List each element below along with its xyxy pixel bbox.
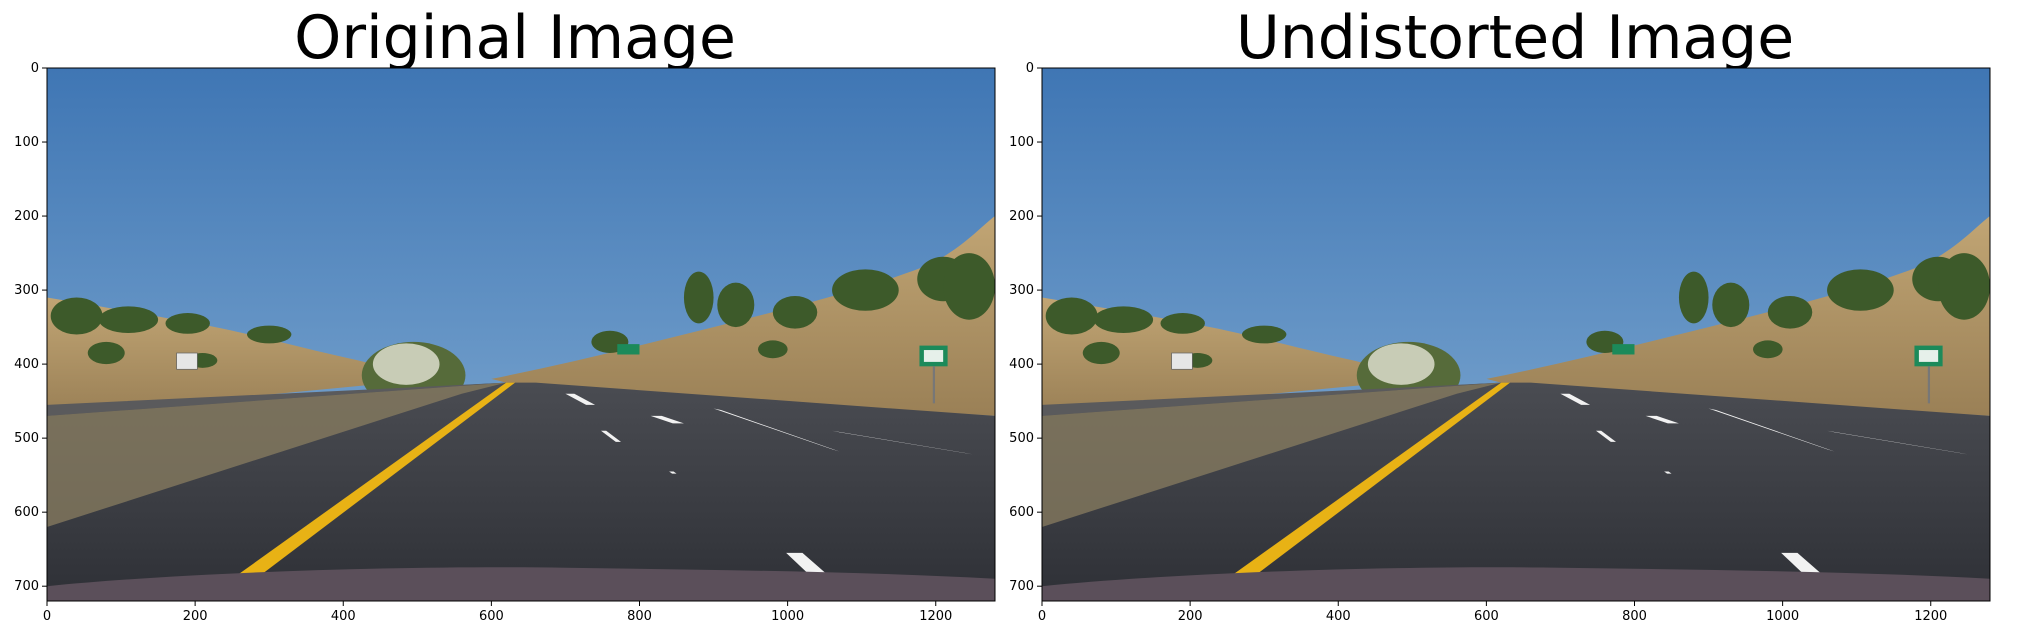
y-tick-label: 500 [14, 431, 39, 446]
y-tick-label: 0 [31, 61, 39, 76]
x-tick-label: 1000 [771, 609, 804, 624]
axes-frame [1041, 67, 1991, 602]
y-tick-label: 700 [14, 579, 39, 594]
x-tick-label: 400 [1326, 609, 1351, 624]
x-tick-label: 800 [1622, 609, 1647, 624]
road-photo-original-image [46, 67, 996, 602]
x-tick-label: 800 [627, 609, 652, 624]
panel-title: Original Image [294, 3, 736, 73]
y-tick-label: 600 [1009, 505, 1034, 520]
x-tick-label: 200 [183, 609, 208, 624]
y-tick-label: 200 [14, 209, 39, 224]
x-tick-label: 1200 [1914, 609, 1947, 624]
y-axis-ticks: 0 100 200 300 400 500 600 700 [14, 61, 47, 594]
x-tick-label: 600 [1474, 609, 1499, 624]
x-tick-label: 200 [1178, 609, 1203, 624]
x-tick-label: 400 [331, 609, 356, 624]
x-tick-label: 0 [1038, 609, 1046, 624]
y-tick-label: 100 [14, 135, 39, 150]
panel-title: Undistorted Image [1236, 3, 1794, 73]
y-tick-label: 200 [1009, 209, 1034, 224]
y-tick-label: 400 [14, 357, 39, 372]
x-tick-label: 600 [479, 609, 504, 624]
panel-original: Original Image 0 200 400 600 800 1000 1200 0 10… [14, 3, 996, 624]
y-tick-label: 400 [1009, 357, 1034, 372]
y-tick-label: 100 [1009, 135, 1034, 150]
y-tick-label: 600 [14, 505, 39, 520]
y-tick-label: 500 [1009, 431, 1034, 446]
axes-frame [46, 67, 996, 602]
y-tick-label: 0 [1026, 61, 1034, 76]
road-photo-undistorted-image [1041, 67, 1991, 602]
x-tick-label: 0 [43, 609, 51, 624]
y-tick-label: 300 [14, 283, 39, 298]
x-axis-ticks: 0 200 400 600 800 1000 1200 [43, 601, 952, 624]
y-tick-label: 300 [1009, 283, 1034, 298]
y-tick-label: 700 [1009, 579, 1034, 594]
x-axis-ticks: 0 200 400 600 800 1000 1200 [1038, 601, 1947, 624]
x-tick-label: 1200 [919, 609, 952, 624]
x-tick-label: 1000 [1766, 609, 1799, 624]
y-axis-ticks: 0 100 200 300 400 500 600 700 [1009, 61, 1042, 594]
panel-undistorted: Undistorted Image 0 200 400 600 800 1000 1200 … [1009, 3, 1991, 624]
